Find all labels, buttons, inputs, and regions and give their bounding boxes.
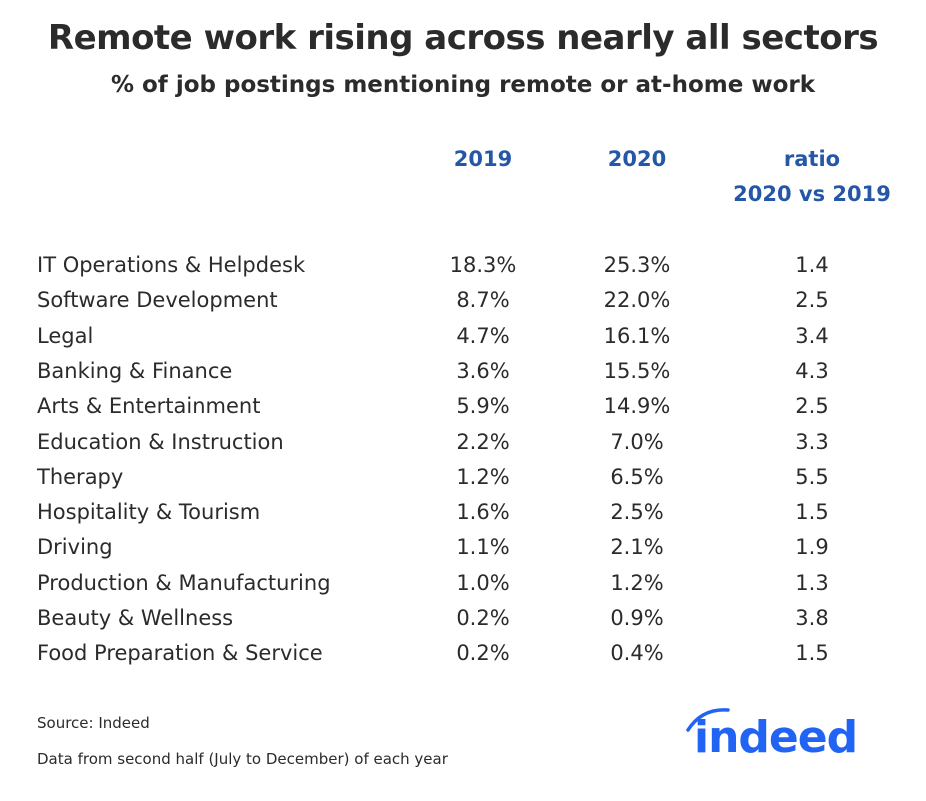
table-row: Arts & Entertainment 5.9% 14.9% 2.5 bbox=[0, 389, 926, 424]
table-row: Driving 1.1% 2.1% 1.9 bbox=[0, 530, 926, 565]
value-2019: 0.2% bbox=[456, 606, 510, 630]
table-row: Hospitality & Tourism 1.6% 2.5% 1.5 bbox=[0, 495, 926, 530]
sector-label: Food Preparation & Service bbox=[37, 641, 323, 666]
value-2020: 7.0% bbox=[610, 429, 664, 454]
sector-label: Arts & Entertainment bbox=[37, 394, 261, 419]
value-ratio: 3.3 bbox=[795, 429, 829, 454]
table-row: Therapy 1.2% 6.5% 5.5 bbox=[0, 460, 926, 495]
sector-label: Production & Manufacturing bbox=[37, 570, 331, 595]
value-2020: 0.4% bbox=[610, 641, 664, 666]
value-2019: 8.7% bbox=[456, 288, 510, 313]
value-2020: 2.5% bbox=[610, 500, 664, 525]
value-2020: 14.9% bbox=[603, 394, 671, 419]
value-2020: 2.1% bbox=[610, 535, 664, 560]
table-row: Education & Instruction 2.2% 7.0% 3.3 bbox=[0, 425, 926, 460]
chart-title: Remote work rising across nearly all sec… bbox=[47, 18, 879, 58]
value-ratio: 1.5 bbox=[795, 500, 829, 525]
table-row: Food Preparation & Service 0.2% 0.4% 1.5 bbox=[0, 636, 926, 671]
value-2019: 5.9% bbox=[456, 394, 510, 419]
table-row: Production & Manufacturing 1.0% 1.2% 1.3 bbox=[0, 566, 926, 601]
value-ratio: 1.4 bbox=[795, 253, 829, 277]
table-row: Banking & Finance 3.6% 15.5% 4.3 bbox=[0, 354, 926, 389]
chart-subtitle: % of job postings mentioning remote or a… bbox=[110, 72, 816, 98]
value-2019: 4.7% bbox=[456, 323, 510, 348]
value-ratio: 2.5 bbox=[795, 288, 829, 313]
value-2020: 25.3% bbox=[603, 253, 671, 277]
value-2019: 1.2% bbox=[456, 464, 510, 489]
header-ratio: ratio bbox=[783, 147, 841, 171]
table-row: Software Development 8.7% 22.0% 2.5 bbox=[0, 283, 926, 318]
sector-label: Hospitality & Tourism bbox=[37, 500, 261, 525]
value-2019: 1.1% bbox=[456, 535, 510, 560]
sector-label: Banking & Finance bbox=[37, 358, 233, 383]
value-ratio: 5.5 bbox=[795, 464, 829, 489]
value-2019: 1.0% bbox=[456, 570, 510, 595]
sector-label: IT Operations & Helpdesk bbox=[37, 253, 306, 277]
value-ratio: 3.4 bbox=[795, 323, 829, 348]
value-2020: 22.0% bbox=[603, 288, 671, 313]
header-2019: 2019 bbox=[453, 147, 513, 171]
table-row: IT Operations & Helpdesk 18.3% 25.3% 1.4 bbox=[0, 248, 926, 283]
table-row: Beauty & Wellness 0.2% 0.9% 3.8 bbox=[0, 601, 926, 636]
value-2020: 0.9% bbox=[610, 606, 664, 630]
value-2020: 6.5% bbox=[610, 464, 664, 489]
source-note: Source: Indeed bbox=[37, 714, 150, 732]
sector-label: Education & Instruction bbox=[37, 429, 284, 454]
value-2019: 1.6% bbox=[456, 500, 510, 525]
value-ratio: 1.9 bbox=[795, 535, 829, 560]
header-2020: 2020 bbox=[607, 147, 667, 171]
sector-label: Software Development bbox=[37, 288, 278, 313]
svg-text:indeed: indeed bbox=[694, 712, 857, 760]
sector-label: Driving bbox=[37, 535, 113, 560]
value-ratio: 4.3 bbox=[795, 358, 829, 383]
value-2020: 15.5% bbox=[603, 358, 671, 383]
data-note: Data from second half (July to December)… bbox=[37, 750, 448, 768]
value-2019: 18.3% bbox=[449, 253, 517, 277]
value-2020: 1.2% bbox=[610, 570, 664, 595]
sector-label: Legal bbox=[37, 323, 94, 348]
value-ratio: 1.3 bbox=[795, 570, 829, 595]
value-2020: 16.1% bbox=[603, 323, 671, 348]
value-ratio: 1.5 bbox=[795, 641, 829, 666]
table-row: Legal 4.7% 16.1% 3.4 bbox=[0, 319, 926, 354]
value-2019: 2.2% bbox=[456, 429, 510, 454]
value-ratio: 3.8 bbox=[795, 606, 829, 630]
value-2019: 0.2% bbox=[456, 641, 510, 666]
indeed-logo: indeed bbox=[686, 708, 858, 760]
sector-label: Therapy bbox=[37, 464, 124, 489]
header-ratio-sub: 2020 vs 2019 bbox=[733, 182, 891, 206]
value-2019: 3.6% bbox=[456, 358, 510, 383]
value-ratio: 2.5 bbox=[795, 394, 829, 419]
sector-label: Beauty & Wellness bbox=[37, 606, 234, 630]
